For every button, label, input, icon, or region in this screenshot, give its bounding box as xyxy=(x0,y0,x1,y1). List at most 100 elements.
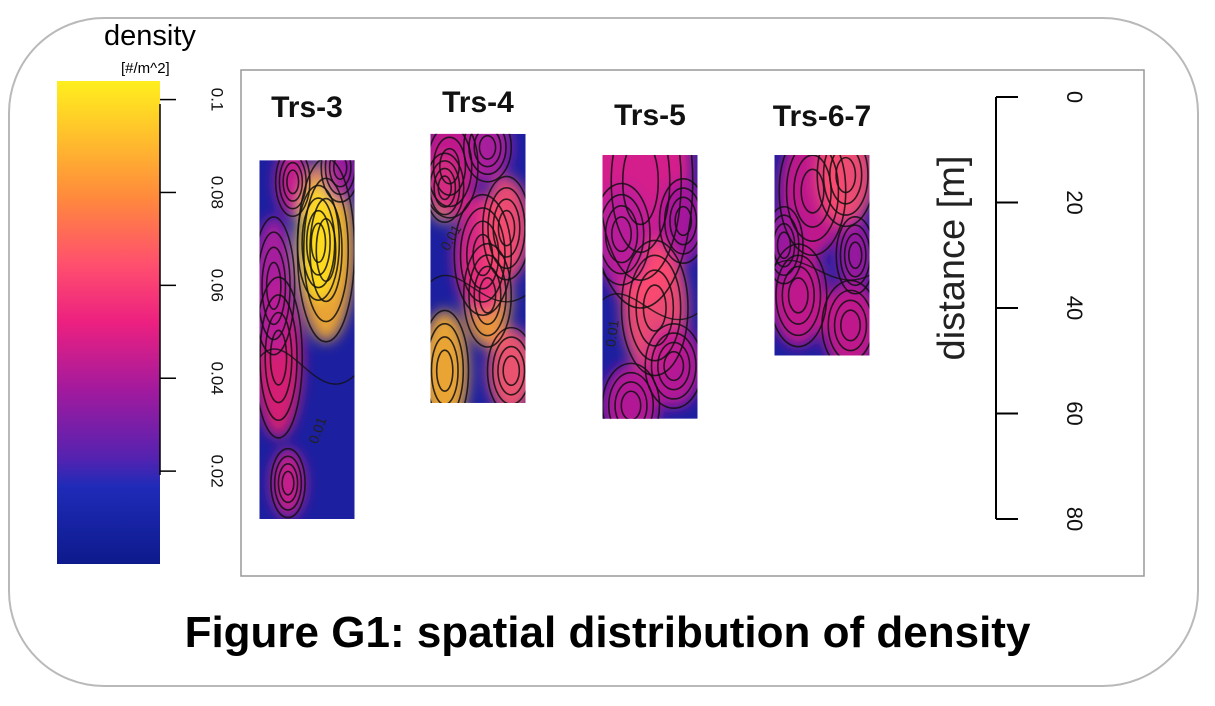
contour-line xyxy=(785,155,840,242)
contour-line xyxy=(433,167,457,208)
contour-line xyxy=(320,160,355,203)
contour-line xyxy=(430,336,459,403)
contour-line xyxy=(310,222,327,264)
contour-line xyxy=(620,239,689,377)
distance-axis-label: distance [m] xyxy=(931,156,973,361)
contour-line xyxy=(827,289,870,356)
contour-line xyxy=(650,332,697,400)
contour-line xyxy=(481,175,526,281)
contour-line xyxy=(487,187,526,270)
colorbar-tick-label: 0.02 xyxy=(208,455,227,488)
contour-line xyxy=(778,155,847,257)
contour-line xyxy=(847,241,863,270)
contour-line xyxy=(282,161,304,202)
contour-line xyxy=(265,261,282,311)
contour-line xyxy=(270,447,306,519)
contour-line xyxy=(776,231,792,260)
contour-line xyxy=(663,350,685,382)
contour-line xyxy=(274,160,311,218)
contour-line xyxy=(602,193,645,275)
contour-line xyxy=(301,197,336,289)
transect-label: Trs-3 xyxy=(271,91,343,124)
contour-line xyxy=(642,284,667,332)
contour-line xyxy=(435,349,454,392)
transect-panels: Trs-3 Trs-4 Trs-5 Trs-6-70.010.010.01 xyxy=(259,86,871,520)
contour-line xyxy=(833,299,868,352)
contour-line xyxy=(259,276,304,439)
contour-line xyxy=(468,254,507,337)
contour-line xyxy=(261,246,287,326)
contour-line xyxy=(430,152,465,223)
contour-line xyxy=(614,381,648,419)
contour-line xyxy=(328,160,352,188)
contour-line xyxy=(781,265,816,325)
contour-line xyxy=(473,133,502,168)
contour-line xyxy=(663,187,698,255)
colorbar-title: density xyxy=(104,20,196,52)
contour-line xyxy=(602,155,683,281)
contour-line xyxy=(486,326,526,403)
contour-line xyxy=(332,160,348,180)
contour-line xyxy=(259,231,291,341)
contour-line xyxy=(459,207,506,303)
contour-line xyxy=(840,309,861,342)
contour-line xyxy=(628,254,682,362)
contour-line xyxy=(607,371,655,419)
contour-line xyxy=(635,269,675,347)
contour-line xyxy=(296,184,341,301)
colorbar-unit: [#/m^2] xyxy=(121,60,170,77)
contour-line xyxy=(602,362,661,419)
contour-line xyxy=(430,322,465,403)
colorbar-tick-label: 0.1 xyxy=(208,88,227,112)
transect-heatmap xyxy=(774,155,870,356)
contour-line xyxy=(430,274,526,303)
contour-line xyxy=(497,209,516,247)
contour-line xyxy=(473,265,502,326)
contour-line xyxy=(839,224,870,287)
distance-tick-label: 60 xyxy=(1062,401,1087,425)
contour-line xyxy=(620,390,642,419)
contour-line xyxy=(787,277,809,314)
contour-line xyxy=(430,309,470,403)
contour-line xyxy=(774,222,796,268)
contour-line xyxy=(611,216,632,253)
contour-line xyxy=(281,470,295,496)
contour-line xyxy=(822,155,869,216)
contour-line xyxy=(462,242,513,348)
transect-heatmap xyxy=(602,155,698,419)
contour-line xyxy=(656,341,691,391)
contour-line xyxy=(309,197,343,303)
contour-line xyxy=(430,133,479,219)
contour-line xyxy=(478,134,497,160)
contour-line xyxy=(800,168,825,214)
contour-line xyxy=(674,205,693,237)
contour-line xyxy=(658,177,698,264)
contour-line xyxy=(324,160,355,196)
contour-line xyxy=(269,329,288,386)
plot-box xyxy=(240,69,1145,577)
contour-line xyxy=(604,204,639,264)
distance-axis: 0 20 40 60 80 xyxy=(995,91,1087,531)
contour-label: 0.01 xyxy=(602,318,622,347)
contour-line xyxy=(259,348,355,385)
contour-line xyxy=(835,156,857,194)
contour-line xyxy=(468,133,507,176)
contour-line xyxy=(432,136,467,196)
contour-line xyxy=(277,463,299,504)
transect-heatmap xyxy=(259,160,355,520)
distance-tick-label: 0 xyxy=(1062,91,1087,103)
colorbar-ticks: 0.1 0.08 0.06 0.04 0.02 xyxy=(160,88,227,488)
colorbar-tick-label: 0.06 xyxy=(208,269,227,302)
contour-line xyxy=(828,155,863,205)
distance-tick-label: 80 xyxy=(1062,507,1087,531)
contour-line xyxy=(835,215,870,295)
colorbar-tick-label: 0.04 xyxy=(208,362,227,395)
contour-line xyxy=(502,355,521,387)
colorbar-tick-label: 0.08 xyxy=(208,176,227,209)
contour-line xyxy=(843,232,867,278)
contour-line xyxy=(439,147,460,185)
contour-line xyxy=(491,336,526,403)
figure-frame xyxy=(8,17,1199,687)
contour-line xyxy=(669,196,698,246)
contour-line xyxy=(602,293,698,321)
